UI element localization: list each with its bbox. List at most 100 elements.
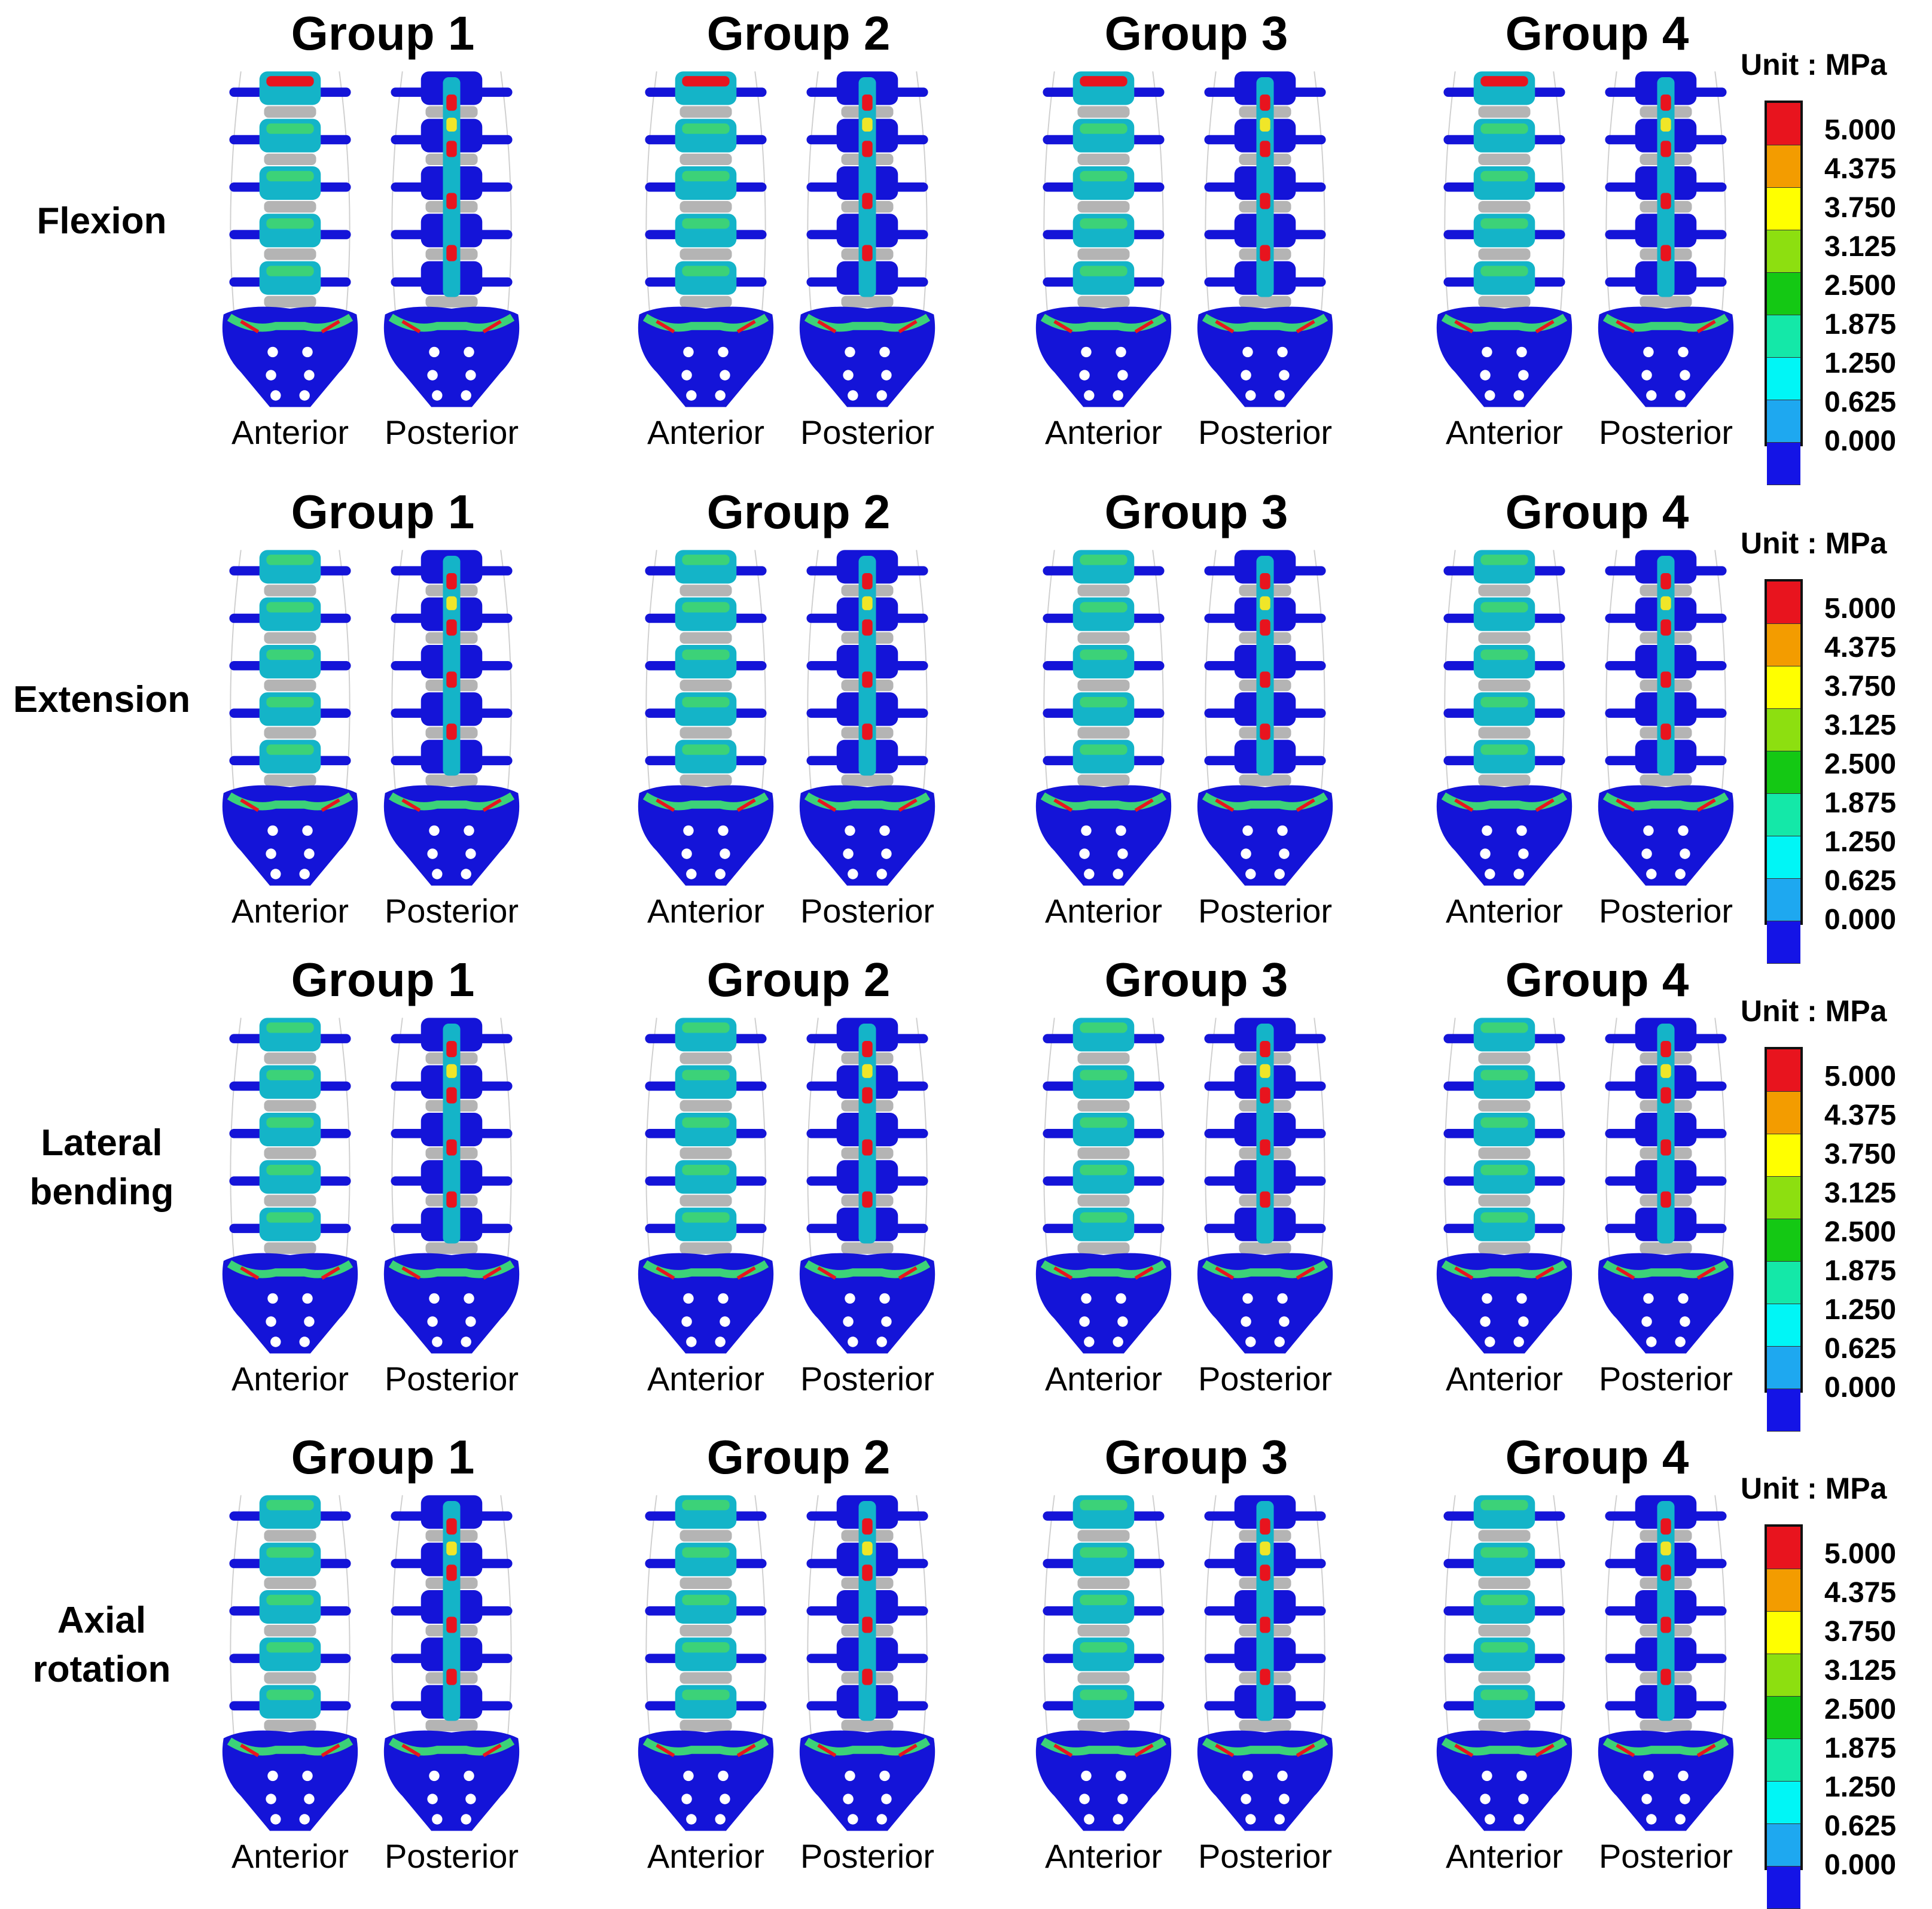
sacral-foramen: [1274, 1814, 1285, 1825]
sacral-foramen: [1646, 1814, 1657, 1825]
facet-peak-stress: [446, 1518, 457, 1535]
group-panel: Group 4 Anterior Posterior: [1418, 479, 1776, 951]
sacral-foramen: [270, 1336, 281, 1347]
anterior-spine-model: [638, 1495, 774, 1831]
facet-peak-stress: [446, 1041, 457, 1058]
sacral-foramen: [1117, 848, 1128, 859]
stress-patch: [266, 1642, 314, 1653]
posterior-stress-column: [443, 556, 461, 776]
legend-swatch: [1767, 1569, 1800, 1612]
stress-patch: [1080, 555, 1127, 565]
posterior-stress-column: [1256, 77, 1274, 297]
group-title: Group 1: [291, 7, 475, 60]
stress-patch: [1080, 1070, 1127, 1080]
ligament-outline: [1605, 1495, 1726, 1750]
group-panel: Group 1 Anterior Posterior: [203, 946, 562, 1419]
facet-high-stress: [1260, 1541, 1270, 1555]
posterior-spine-model: [383, 1018, 520, 1354]
group-panel: Group 2 Anterior Posterior: [619, 1424, 978, 1896]
legend-tick: 3.750: [1824, 1616, 1897, 1648]
sacral-foramen: [1241, 370, 1251, 380]
intervertebral-disc: [1077, 632, 1130, 644]
intervertebral-disc: [1478, 1100, 1531, 1112]
sacral-peak-stress: [1454, 798, 1555, 812]
sacral-foramen: [1482, 1293, 1492, 1304]
sacral-foramen: [465, 1794, 476, 1804]
sacral-foramen: [304, 370, 315, 380]
sacral-peak-stress: [656, 319, 756, 334]
legend-swatch: [1767, 1219, 1800, 1262]
facet-high-stress: [446, 1541, 457, 1555]
legend-tick: 2.500: [1824, 748, 1897, 780]
intervertebral-disc: [1077, 584, 1130, 596]
legend-swatch: [1767, 794, 1800, 836]
intervertebral-disc: [1478, 1625, 1531, 1637]
legend-tick: 4.375: [1824, 153, 1897, 185]
legend-swatch: [1767, 1389, 1800, 1432]
intervertebral-disc: [264, 296, 316, 307]
facet-peak-stress: [1260, 1564, 1270, 1581]
sacral-foramen: [266, 848, 276, 859]
sacral-foramen: [720, 848, 730, 859]
posterior-label: Posterior: [1197, 892, 1333, 930]
posterior-stress-column: [1256, 556, 1274, 776]
group-title: Group 2: [706, 1430, 891, 1484]
intervertebral-disc: [264, 584, 316, 596]
sacral-foramen: [1113, 1336, 1123, 1347]
sacral-peak-stress: [401, 798, 502, 812]
facet-peak-stress: [1260, 95, 1270, 111]
intervertebral-disc: [264, 1242, 316, 1254]
legend-swatch: [1767, 1697, 1800, 1739]
facet-high-stress: [446, 117, 457, 132]
posterior-spine-model: [1598, 550, 1734, 886]
intervertebral-disc: [1478, 727, 1531, 739]
sacral-foramen: [266, 1316, 276, 1327]
posterior-label: Posterior: [384, 1360, 519, 1398]
legend-swatch: [1767, 443, 1800, 485]
stress-patch: [682, 1689, 730, 1700]
stress-patch: [1480, 1212, 1528, 1223]
posterior-spine-model: [383, 1495, 520, 1831]
intervertebral-disc: [1077, 774, 1130, 786]
sacral-foramen: [1675, 1336, 1686, 1347]
intervertebral-disc: [1478, 1195, 1531, 1207]
stress-patch: [682, 649, 730, 660]
legend-swatch: [1767, 188, 1800, 230]
facet-high-stress: [1260, 1064, 1270, 1078]
sacral-peak-stress: [401, 1266, 502, 1280]
intervertebral-disc: [1478, 296, 1531, 307]
sacral-foramen: [427, 370, 438, 380]
sacral-foramen: [1646, 1336, 1657, 1347]
legend-tick: 0.000: [1824, 1372, 1897, 1403]
sacral-foramen: [1641, 370, 1652, 380]
stress-patch: [682, 744, 730, 755]
intervertebral-disc: [1077, 1625, 1130, 1637]
posterior-spine-model: [1197, 550, 1333, 886]
sacral-foramen: [845, 825, 855, 836]
sacral-foramen: [464, 1770, 474, 1782]
sacral-foramen: [1081, 346, 1092, 358]
sacral-foramen: [1116, 1293, 1126, 1304]
intervertebral-disc: [679, 1625, 732, 1637]
intervertebral-disc: [425, 1242, 478, 1254]
sacral-foramen: [720, 1316, 730, 1327]
facet-peak-stress: [862, 1669, 873, 1685]
legend-tick: 1.250: [1824, 1294, 1897, 1326]
facet-peak-stress: [446, 1616, 457, 1633]
intervertebral-disc: [679, 727, 732, 739]
posterior-spine-model: [1197, 1495, 1333, 1831]
sacral-peak-stress: [240, 319, 340, 334]
facet-peak-stress: [862, 1564, 873, 1581]
facet-peak-stress: [1660, 573, 1671, 590]
group-title: Group 2: [706, 485, 891, 538]
sacral-foramen: [681, 1316, 692, 1327]
stress-patch: [266, 744, 314, 755]
group-title: Group 3: [1104, 953, 1288, 1006]
sacral-foramen: [1084, 1814, 1095, 1825]
stress-patch: [1080, 1165, 1127, 1176]
sacral-foramen: [304, 1316, 315, 1327]
legend-swatch: [1767, 921, 1800, 964]
row-label-line: rotation: [32, 1649, 171, 1690]
intervertebral-disc: [264, 248, 316, 260]
facet-peak-stress: [1660, 95, 1671, 111]
